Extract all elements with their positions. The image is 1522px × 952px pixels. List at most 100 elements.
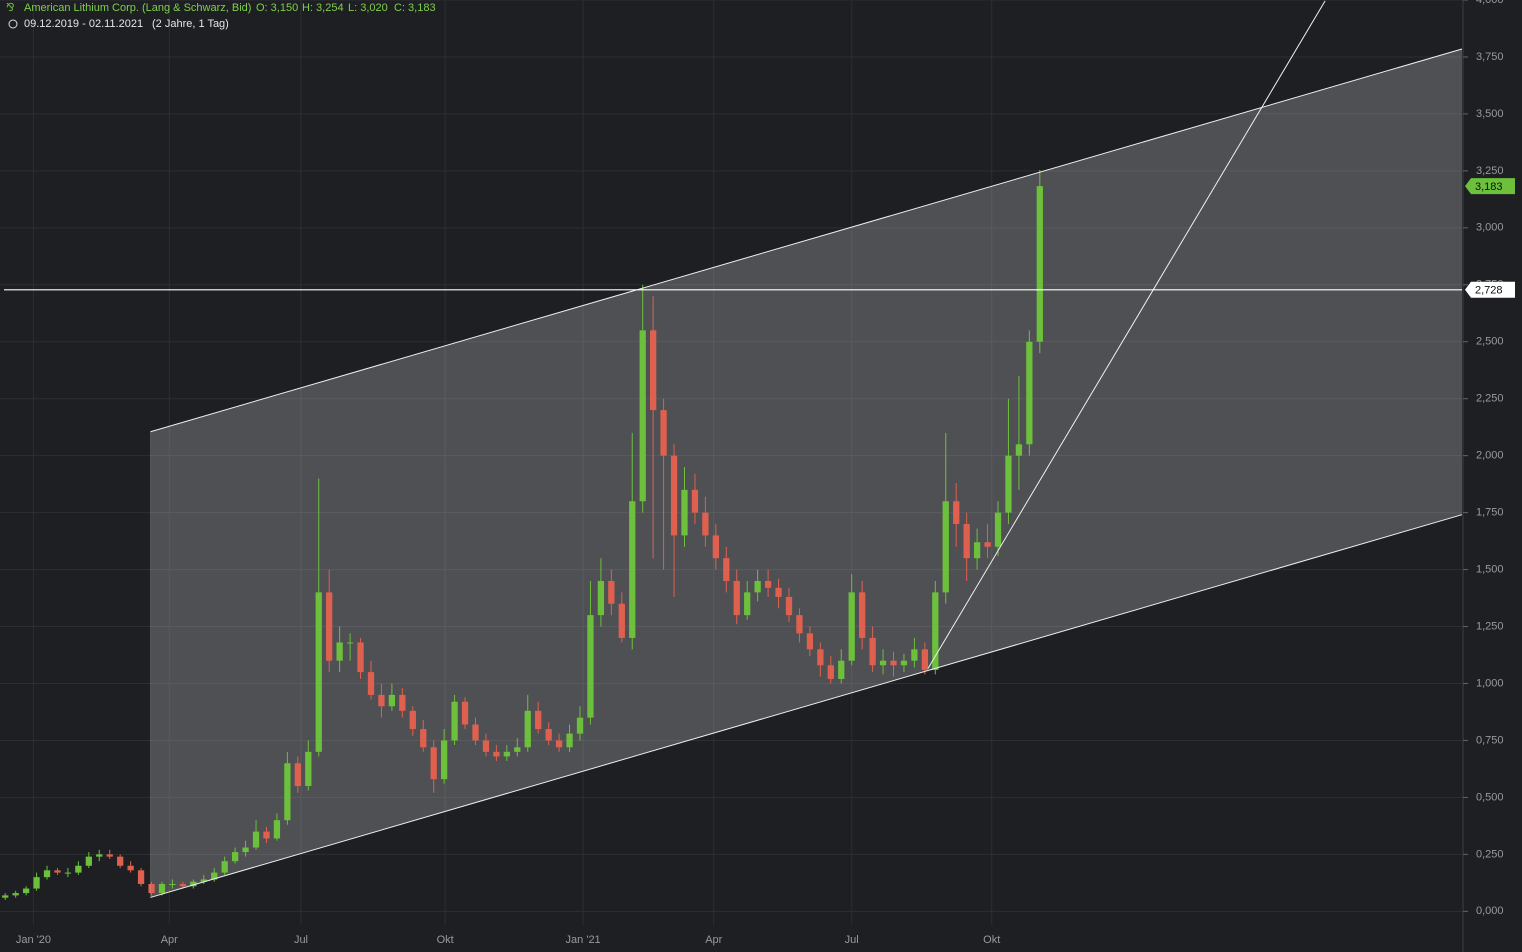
- candle-body: [639, 330, 646, 502]
- candle-body: [378, 694, 385, 707]
- candle-body: [85, 856, 92, 866]
- candle-body: [555, 740, 563, 748]
- candle-body: [231, 852, 239, 862]
- candle-body: [900, 660, 908, 666]
- y-tick-label: 4,000: [1476, 0, 1504, 6]
- candle-body: [388, 694, 396, 707]
- price-axis-panel: [1463, 0, 1522, 952]
- date-range: 09.12.2019 - 02.11.2021: [24, 18, 143, 30]
- candle-body: [242, 847, 249, 853]
- period: (2 Jahre, 1 Tag): [152, 18, 229, 30]
- candle-body: [137, 870, 145, 884]
- candle-body: [357, 642, 364, 673]
- candle-body: [691, 489, 699, 513]
- y-tick-label: 2,250: [1476, 393, 1504, 405]
- x-tick-label: Apr: [161, 934, 178, 946]
- level-label: 2,728: [1475, 285, 1503, 297]
- ohlc-label: O: 3,150: [256, 2, 298, 14]
- candle-body: [535, 710, 542, 730]
- y-tick-label: 2,000: [1476, 450, 1504, 462]
- candle-body: [211, 872, 218, 880]
- y-tick-label: 0,500: [1476, 791, 1504, 803]
- candle-body: [869, 637, 876, 666]
- candle-body: [336, 642, 343, 661]
- candle-body: [117, 856, 124, 866]
- candle-body: [221, 861, 228, 873]
- candle-body: [315, 592, 322, 752]
- candle-body: [963, 524, 970, 559]
- candle-body: [33, 877, 40, 889]
- candle-body: [597, 580, 605, 616]
- candle-body: [409, 710, 416, 730]
- clock-icon: [8, 19, 18, 29]
- header: ⅋ American Lithium Corp. (Lang & Schwarz…: [6, 2, 436, 30]
- candle-body: [681, 489, 688, 536]
- candle-body: [22, 888, 30, 894]
- candle-body: [514, 747, 521, 752]
- x-tick-label: Okt: [437, 934, 454, 946]
- candle-body: [524, 710, 531, 748]
- candle-body: [754, 580, 761, 593]
- candle-body: [367, 672, 375, 695]
- x-tick-label: Jan '21: [566, 934, 601, 946]
- candle-body: [346, 642, 354, 644]
- channel-line: [150, 514, 1463, 898]
- candle-body: [764, 580, 772, 588]
- channel-line: [150, 48, 1463, 433]
- y-tick-label: 0,000: [1476, 905, 1504, 917]
- candle-body: [629, 501, 636, 638]
- candle-body: [169, 883, 176, 885]
- candle-body: [806, 633, 814, 650]
- candle-body: [294, 763, 301, 787]
- candle-body: [420, 729, 427, 748]
- candle-body: [890, 660, 897, 666]
- candle-body: [932, 592, 939, 670]
- candle-body: [190, 881, 197, 887]
- candle-body: [911, 649, 918, 661]
- y-tick-label: 0,750: [1476, 734, 1504, 746]
- candle-body: [472, 724, 479, 741]
- chart-icon: ⅋: [6, 2, 15, 14]
- axis: 0,000 0,250 0,500 0,750 1,000 1,250 1,500 1,750…: [16, 0, 1515, 946]
- candle-body: [817, 649, 824, 666]
- y-tick-label: 3,000: [1476, 222, 1504, 234]
- candle-body: [399, 694, 406, 711]
- candle-body: [461, 701, 469, 725]
- candle-body: [1036, 186, 1043, 342]
- candle-body: [64, 872, 72, 874]
- candle-body: [796, 615, 803, 634]
- candle-body: [785, 596, 793, 616]
- y-tick-label: 3,250: [1476, 165, 1504, 177]
- candle-body: [2, 895, 9, 898]
- x-tick-label: Jul: [294, 934, 308, 946]
- candle-body: [712, 535, 719, 559]
- candle-body: [305, 751, 312, 787]
- candle-body: [576, 717, 584, 734]
- y-tick-label: 1,500: [1476, 563, 1504, 575]
- candle-body: [326, 592, 333, 661]
- candle-body: [273, 820, 281, 839]
- candle-body: [733, 580, 740, 616]
- ohlc-label: L: 3,020: [348, 2, 388, 14]
- x-tick-label: Okt: [983, 934, 1000, 946]
- candle-body: [441, 740, 448, 780]
- candle-body: [942, 501, 949, 593]
- candle-body: [702, 512, 709, 536]
- candle-body: [921, 649, 928, 670]
- candle-body: [430, 747, 437, 780]
- candle-body: [252, 831, 260, 848]
- candle-body: [493, 751, 500, 757]
- candle-body: [775, 587, 782, 597]
- y-tick-label: 1,250: [1476, 620, 1504, 632]
- candle-body: [953, 501, 960, 525]
- candle-body: [1005, 455, 1012, 513]
- candle-body: [994, 512, 1002, 547]
- candle-body: [482, 740, 490, 752]
- candle-body: [660, 410, 667, 456]
- candle-body: [106, 854, 113, 857]
- candle-body: [848, 592, 855, 661]
- last-price-tag: [1465, 178, 1515, 195]
- candle-body: [503, 751, 510, 757]
